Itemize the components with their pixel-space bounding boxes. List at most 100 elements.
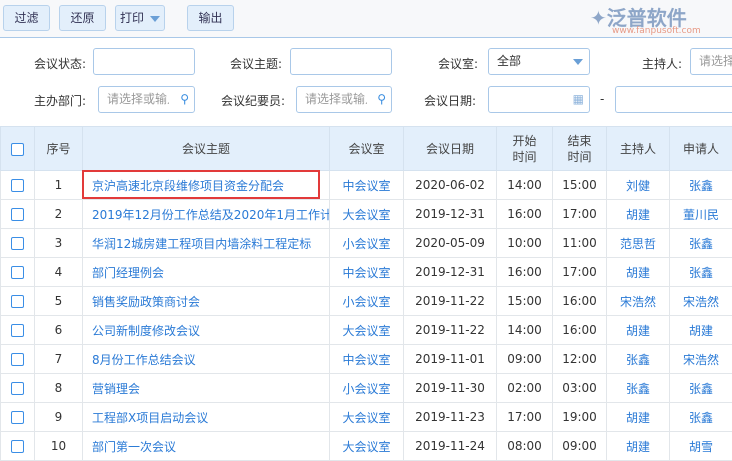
col-start[interactable]: 开始时间 xyxy=(497,127,553,171)
row-checkbox[interactable] xyxy=(11,324,24,337)
host-input[interactable]: 请选择 xyxy=(690,48,732,75)
cell-room[interactable]: 大会议室 xyxy=(330,403,404,432)
cell-topic[interactable]: 公司新制度修改会议 xyxy=(83,316,330,345)
row-checkbox[interactable] xyxy=(11,179,24,192)
row-checkbox-cell[interactable] xyxy=(1,229,35,258)
cell-room[interactable]: 小会议室 xyxy=(330,374,404,403)
row-checkbox[interactable] xyxy=(11,237,24,250)
cell-applicant[interactable]: 张鑫 xyxy=(670,171,732,200)
cell-host[interactable]: 范思哲 xyxy=(607,229,670,258)
room-select[interactable]: 全部 xyxy=(488,48,590,75)
cell-topic[interactable]: 部门经理例会 xyxy=(83,258,330,287)
cell-room[interactable]: 中会议室 xyxy=(330,171,404,200)
col-end[interactable]: 结束时间 xyxy=(553,127,607,171)
row-checkbox-cell[interactable] xyxy=(1,345,35,374)
col-topic[interactable]: 会议主题 xyxy=(83,127,330,171)
cell-applicant[interactable]: 张鑫 xyxy=(670,403,732,432)
cell-applicant[interactable]: 宋浩然 xyxy=(670,287,732,316)
cell-topic[interactable]: 营销理会 xyxy=(83,374,330,403)
date-to-input[interactable] xyxy=(615,86,732,113)
row-checkbox-cell[interactable] xyxy=(1,432,35,461)
cell-host[interactable]: 胡建 xyxy=(607,403,670,432)
dept-input[interactable]: 请选择或输入⚲ xyxy=(98,86,195,113)
cell-applicant[interactable]: 张鑫 xyxy=(670,374,732,403)
cell-host[interactable]: 胡建 xyxy=(607,432,670,461)
cell-topic[interactable]: 工程部X项目启动会议 xyxy=(83,403,330,432)
cell-topic[interactable]: 销售奖励政策商讨会 xyxy=(83,287,330,316)
col-host[interactable]: 主持人 xyxy=(607,127,670,171)
cell-host[interactable]: 张鑫 xyxy=(607,374,670,403)
status-input[interactable] xyxy=(93,48,195,75)
cell-applicant[interactable]: 董川民 xyxy=(670,200,732,229)
cell-date: 2019-11-23 xyxy=(404,403,497,432)
row-checkbox-cell[interactable] xyxy=(1,403,35,432)
cell-index: 10 xyxy=(35,432,83,461)
cell-host[interactable]: 胡建 xyxy=(607,258,670,287)
cell-room[interactable]: 大会议室 xyxy=(330,432,404,461)
cell-room[interactable]: 小会议室 xyxy=(330,229,404,258)
cell-host[interactable]: 张鑫 xyxy=(607,345,670,374)
recorder-input[interactable]: 请选择或输入⚲ xyxy=(296,86,392,113)
export-button[interactable]: 输出 xyxy=(187,5,234,31)
calendar-icon[interactable]: ▦ xyxy=(573,87,584,112)
row-checkbox-cell[interactable] xyxy=(1,200,35,229)
print-button[interactable]: 打印 xyxy=(115,5,165,31)
row-checkbox[interactable] xyxy=(11,266,24,279)
row-checkbox-cell[interactable] xyxy=(1,171,35,200)
cell-room[interactable]: 中会议室 xyxy=(330,345,404,374)
cell-topic[interactable]: 2019年12月份工作总结及2020年1月工作计划 xyxy=(83,200,330,229)
cell-room[interactable]: 中会议室 xyxy=(330,258,404,287)
cell-host[interactable]: 胡建 xyxy=(607,200,670,229)
col-index[interactable]: 序号 xyxy=(35,127,83,171)
col-date[interactable]: 会议日期 xyxy=(404,127,497,171)
date-label: 会议日期: xyxy=(386,92,476,109)
cell-date: 2019-12-31 xyxy=(404,258,497,287)
cell-room[interactable]: 大会议室 xyxy=(330,200,404,229)
row-checkbox[interactable] xyxy=(11,295,24,308)
cell-date: 2019-12-31 xyxy=(404,200,497,229)
row-checkbox-cell[interactable] xyxy=(1,374,35,403)
table-header: 序号 会议主题 会议室 会议日期 开始时间 结束时间 主持人 申请人 xyxy=(1,127,732,171)
col-applicant[interactable]: 申请人 xyxy=(670,127,732,171)
reset-button[interactable]: 还原 xyxy=(59,5,106,31)
row-checkbox-cell[interactable] xyxy=(1,258,35,287)
select-all-cell[interactable] xyxy=(1,127,35,171)
row-checkbox[interactable] xyxy=(11,208,24,221)
cell-host[interactable]: 刘健 xyxy=(607,171,670,200)
row-checkbox-cell[interactable] xyxy=(1,287,35,316)
col-room[interactable]: 会议室 xyxy=(330,127,404,171)
date-from-input[interactable]: ▦ xyxy=(488,86,590,113)
row-checkbox-cell[interactable] xyxy=(1,316,35,345)
search-icon[interactable]: ⚲ xyxy=(377,87,386,112)
search-icon[interactable]: ⚲ xyxy=(180,87,189,112)
cell-date: 2020-05-09 xyxy=(404,229,497,258)
filter-button[interactable]: 过滤 xyxy=(3,5,50,31)
cell-host[interactable]: 宋浩然 xyxy=(607,287,670,316)
cell-applicant[interactable]: 宋浩然 xyxy=(670,345,732,374)
select-all-checkbox[interactable] xyxy=(11,143,24,156)
cell-topic[interactable]: 8月份工作总结会议 xyxy=(83,345,330,374)
row-checkbox[interactable] xyxy=(11,382,24,395)
cell-applicant[interactable]: 胡雪 xyxy=(670,432,732,461)
cell-topic[interactable]: 华润12城房建工程项目内墙涂料工程定标 xyxy=(83,229,330,258)
cell-topic[interactable]: 部门第一次会议 xyxy=(83,432,330,461)
row-checkbox[interactable] xyxy=(11,353,24,366)
row-checkbox[interactable] xyxy=(11,411,24,424)
cell-applicant[interactable]: 胡建 xyxy=(670,316,732,345)
cell-applicant[interactable]: 张鑫 xyxy=(670,229,732,258)
cell-host[interactable]: 胡建 xyxy=(607,316,670,345)
cell-room[interactable]: 小会议室 xyxy=(330,287,404,316)
row-checkbox[interactable] xyxy=(11,440,24,453)
cell-applicant[interactable]: 张鑫 xyxy=(670,258,732,287)
topic-input[interactable] xyxy=(290,48,392,75)
cell-room[interactable]: 大会议室 xyxy=(330,316,404,345)
